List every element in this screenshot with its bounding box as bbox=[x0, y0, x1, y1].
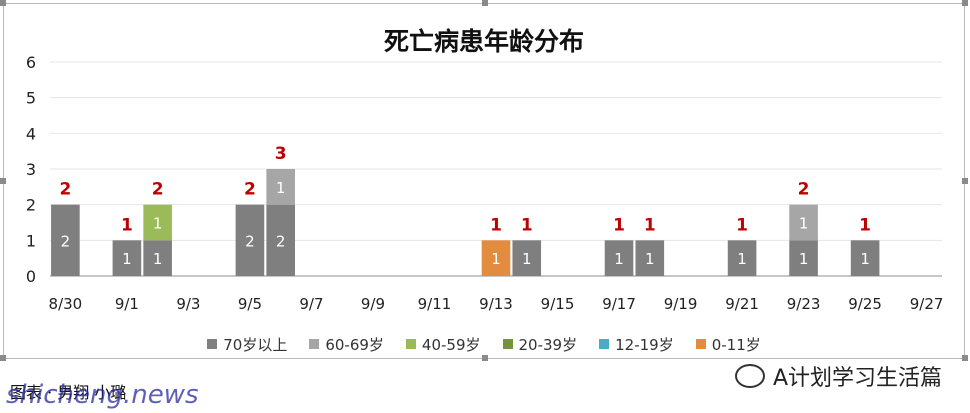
resize-handle-top-left[interactable] bbox=[0, 0, 6, 6]
chart-legend: 70岁以上 60-69岁 40-59岁 20-39岁 12-19岁 0-11岁 bbox=[4, 333, 964, 355]
bar-segment bbox=[112, 240, 142, 276]
y-tick-label: 6 bbox=[26, 53, 36, 72]
bar-segment bbox=[850, 240, 880, 276]
bar-data-label: 1 bbox=[799, 215, 809, 233]
bar-total-label: 1 bbox=[736, 215, 748, 235]
x-tick-label: 9/23 bbox=[787, 295, 821, 313]
x-tick-label: 9/27 bbox=[910, 295, 944, 313]
bar-total-label: 1 bbox=[613, 215, 625, 235]
bar-segment bbox=[789, 204, 818, 241]
bar-segment bbox=[235, 204, 265, 276]
legend-swatch bbox=[405, 339, 416, 349]
bar-segment bbox=[512, 240, 542, 276]
bar-total-label: 1 bbox=[490, 215, 502, 235]
legend-label: 70岁以上 bbox=[223, 335, 288, 354]
legend-swatch bbox=[207, 339, 218, 349]
y-tick-label: 3 bbox=[26, 160, 36, 179]
resize-handle-bottom[interactable] bbox=[482, 355, 488, 361]
resize-handle-left[interactable] bbox=[0, 178, 6, 184]
x-tick-label: 9/3 bbox=[176, 295, 200, 313]
bar-total-label: 1 bbox=[121, 215, 133, 235]
legend-swatch bbox=[502, 339, 513, 349]
y-tick-label: 2 bbox=[26, 196, 36, 215]
bar-total-label: 1 bbox=[644, 215, 656, 235]
legend-swatch bbox=[309, 339, 320, 349]
wechat-icon bbox=[734, 364, 765, 388]
figure-caption: 图表 · 男翔 小璐 bbox=[10, 383, 127, 402]
x-tick-label: 9/19 bbox=[664, 295, 698, 313]
bar-segment bbox=[604, 240, 634, 276]
bar-data-label: 1 bbox=[737, 250, 747, 268]
bar-total-label: 2 bbox=[244, 180, 256, 200]
bar-total-label: 1 bbox=[859, 215, 871, 235]
x-tick-label: 9/25 bbox=[848, 295, 882, 313]
legend-item: 70岁以上 bbox=[207, 334, 287, 355]
bar-data-label: 1 bbox=[645, 250, 655, 268]
wechat-account: A计划学习生活篇 bbox=[734, 360, 942, 392]
bar-segment bbox=[481, 240, 511, 276]
bar-data-label: 1 bbox=[276, 179, 286, 197]
x-tick-label: 8/30 bbox=[49, 295, 83, 313]
site-watermark: shicheng.news bbox=[6, 380, 199, 410]
legend-label: 0-11岁 bbox=[711, 335, 761, 354]
bar-segment bbox=[266, 169, 295, 205]
legend-label: 40-59岁 bbox=[421, 335, 481, 354]
bar-total-label: 2 bbox=[59, 180, 71, 200]
bar-total-label: 2 bbox=[798, 180, 810, 200]
bar-data-label: 1 bbox=[153, 250, 163, 268]
y-tick-label: 5 bbox=[26, 89, 36, 108]
x-tick-label: 9/1 bbox=[115, 295, 139, 313]
resize-handle-bottom-left[interactable] bbox=[0, 355, 6, 361]
bar-data-label: 1 bbox=[522, 250, 532, 268]
wechat-account-name: A计划学习生活篇 bbox=[772, 366, 942, 391]
legend-item: 20-39岁 bbox=[502, 334, 578, 355]
resize-handle-right[interactable] bbox=[962, 178, 968, 184]
bar-segment bbox=[143, 204, 172, 241]
bar-segment bbox=[143, 240, 172, 276]
bar-total-label: 1 bbox=[521, 215, 533, 235]
bar-data-label: 2 bbox=[276, 232, 286, 250]
bar-total-label: 3 bbox=[275, 144, 287, 164]
x-tick-label: 9/13 bbox=[479, 295, 513, 313]
bar-data-label: 1 bbox=[614, 250, 624, 268]
bar-data-label: 1 bbox=[122, 250, 132, 268]
x-tick-label: 9/15 bbox=[541, 295, 575, 313]
y-tick-label: 4 bbox=[26, 124, 36, 143]
legend-item: 0-11岁 bbox=[695, 334, 761, 355]
x-tick-label: 9/17 bbox=[602, 295, 636, 313]
resize-handle-top[interactable] bbox=[482, 0, 488, 6]
bar-data-label: 1 bbox=[799, 250, 809, 268]
bar-data-label: 1 bbox=[153, 215, 163, 233]
legend-swatch bbox=[695, 339, 706, 349]
bar-data-label: 2 bbox=[61, 232, 71, 250]
legend-swatch bbox=[599, 339, 610, 349]
bar-total-label: 2 bbox=[152, 180, 164, 200]
legend-item: 12-19岁 bbox=[599, 334, 674, 355]
bar-segment bbox=[789, 240, 818, 276]
x-tick-label: 9/11 bbox=[418, 295, 452, 313]
x-tick-label: 9/21 bbox=[725, 295, 759, 313]
bar-data-label: 1 bbox=[860, 250, 870, 268]
x-tick-label: 9/5 bbox=[238, 295, 262, 313]
bar-segment bbox=[51, 204, 80, 276]
y-tick-label: 0 bbox=[26, 267, 36, 286]
resize-handle-bottom-right[interactable] bbox=[962, 355, 968, 361]
x-tick-label: 9/9 bbox=[361, 295, 385, 313]
bar-data-label: 2 bbox=[245, 232, 255, 250]
resize-handle-top-right[interactable] bbox=[962, 0, 968, 6]
legend-item: 40-59岁 bbox=[405, 334, 481, 355]
bar-segment bbox=[635, 240, 665, 276]
legend-label: 60-69岁 bbox=[325, 335, 384, 354]
x-tick-label: 9/7 bbox=[299, 295, 323, 313]
legend-label: 12-19岁 bbox=[615, 335, 674, 354]
legend-label: 20-39岁 bbox=[518, 335, 578, 354]
chart-title: 死亡病患年龄分布 bbox=[383, 27, 584, 56]
legend-item: 60-69岁 bbox=[309, 334, 384, 355]
bar-segment bbox=[727, 240, 757, 276]
bar-segment bbox=[266, 204, 295, 276]
y-tick-label: 1 bbox=[26, 231, 36, 250]
bar-data-label: 1 bbox=[491, 250, 501, 268]
